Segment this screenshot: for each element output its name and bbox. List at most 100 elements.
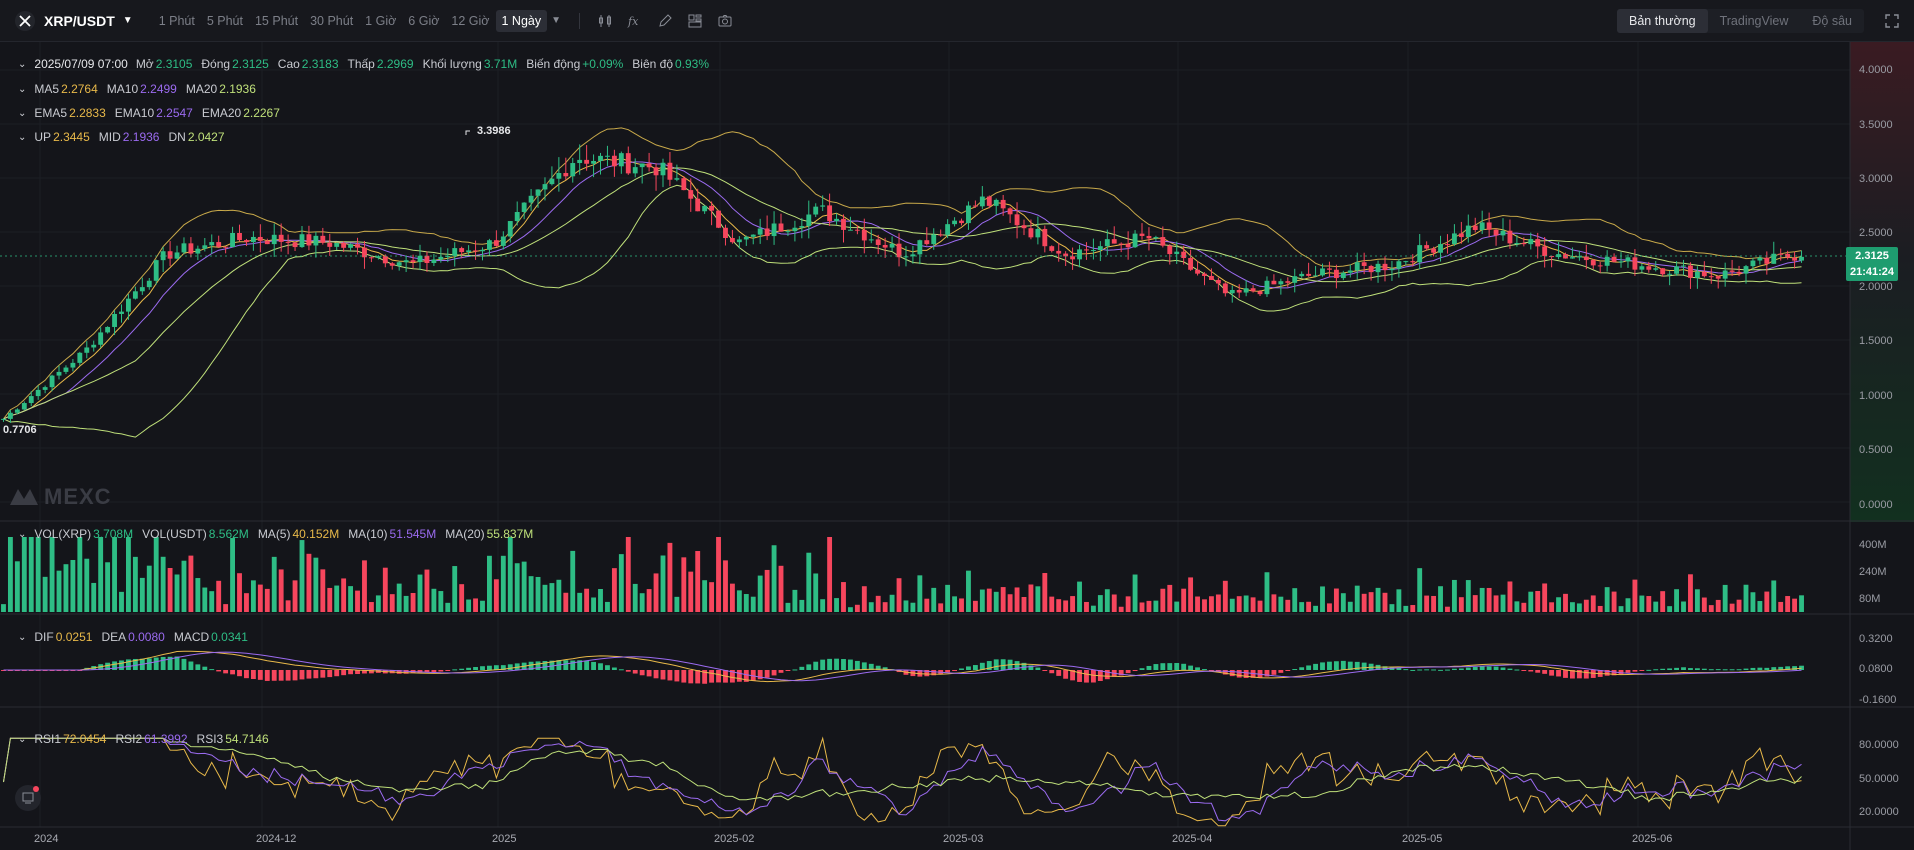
price-tick: 0.0000 — [1859, 499, 1893, 511]
volume-bar — [1486, 587, 1492, 612]
candle-body — [1097, 246, 1103, 251]
interval-5m[interactable]: 5 Phút — [206, 13, 243, 28]
symbol-label[interactable]: XRP/USDT — [44, 12, 115, 29]
candle-body — [1417, 245, 1423, 263]
collapse-macd-icon[interactable]: ⌄ — [18, 631, 27, 643]
candle-body — [1056, 250, 1062, 254]
date-tick: 2025-04 — [1172, 833, 1212, 845]
collapse-ema-icon[interactable]: ⌄ — [18, 107, 27, 119]
macd-bar — [681, 670, 687, 683]
volume-bar — [1361, 593, 1367, 612]
candle-body — [1660, 268, 1666, 275]
volume-bar — [410, 592, 416, 612]
collapse-boll-icon[interactable]: ⌄ — [18, 131, 27, 143]
volume-bar — [1222, 580, 1228, 612]
candle-body — [119, 311, 124, 314]
macd-bar — [1493, 666, 1499, 670]
macd-bar — [1000, 659, 1006, 670]
macd-bar — [264, 670, 270, 681]
macd-bar — [167, 656, 173, 670]
candle-body — [1431, 248, 1437, 253]
volume-bar — [1063, 600, 1069, 612]
collapse-legend-icon[interactable]: ⌄ — [18, 58, 27, 70]
candle-body — [514, 212, 520, 222]
macd-bar — [1674, 667, 1679, 670]
volume-value: 3.71M — [483, 57, 518, 71]
camera-icon[interactable] — [710, 8, 740, 34]
interval-15m[interactable]: 15 Phút — [254, 13, 299, 28]
volume-bar — [736, 590, 742, 612]
view-depth[interactable]: Độ sâu — [1812, 14, 1852, 28]
volume-bar — [396, 583, 402, 612]
fullscreen-icon[interactable] — [1884, 13, 1900, 29]
candle-body — [507, 221, 513, 237]
volume-bar — [1, 604, 6, 612]
interval-more-icon[interactable]: ▼ — [551, 15, 562, 26]
candle-body — [1458, 233, 1464, 238]
volume-bar — [1389, 604, 1395, 612]
volume-bar — [424, 569, 430, 612]
volume-bars — [1, 537, 1804, 612]
symbol-dropdown-icon[interactable]: ▼ — [122, 15, 133, 26]
volume-bar — [549, 583, 555, 612]
alert-fab-button[interactable] — [15, 785, 41, 811]
interval-12h[interactable]: 12 Giờ — [451, 13, 490, 28]
candle-body — [1347, 270, 1353, 273]
rsi3-line — [3, 737, 1802, 802]
candle-body — [1549, 256, 1555, 258]
candle-body — [868, 239, 874, 241]
macd-bar — [806, 664, 812, 670]
interval-1h[interactable]: 1 Giờ — [365, 13, 397, 28]
volume-bar — [1153, 600, 1159, 612]
bollinger-bands — [3, 127, 1802, 438]
macd-bar — [1132, 670, 1138, 671]
collapse-vol-icon[interactable]: ⌄ — [18, 528, 27, 540]
close-label: Đóng — [201, 57, 231, 71]
volume-bar — [250, 580, 256, 612]
rsi3-value: 54.7146 — [225, 732, 269, 746]
macd-bar — [202, 666, 208, 670]
boll-lower-line — [3, 184, 1802, 438]
collapse-rsi-icon[interactable]: ⌄ — [18, 733, 27, 745]
volume-bar — [681, 557, 687, 612]
volume-bar — [1354, 585, 1360, 612]
chart-canvas[interactable]: 4.0000 3.5000 3.0000 2.5000 2.0000 1.500… — [0, 42, 1914, 850]
macd-bar — [1590, 670, 1596, 678]
collapse-ma-icon[interactable]: ⌄ — [18, 83, 27, 95]
macd-bar — [827, 658, 833, 670]
macd-bar — [591, 661, 596, 670]
last-price-tag: 2.3125 21:41:24 — [1846, 247, 1898, 281]
volume-bar — [264, 588, 270, 612]
candle-type-icon[interactable] — [590, 8, 620, 34]
macd-bar — [285, 670, 291, 681]
volume-bar — [1368, 592, 1374, 612]
macd-bar — [1396, 667, 1402, 670]
draw-pencil-icon[interactable] — [650, 8, 680, 34]
macd-bar — [1278, 670, 1284, 673]
macd-bar — [445, 670, 451, 671]
interval-6h[interactable]: 6 Giờ — [408, 13, 440, 28]
macd-bar — [514, 663, 520, 670]
interval-30m[interactable]: 30 Phút — [310, 13, 354, 28]
candle-body — [56, 371, 62, 376]
interval-1m[interactable]: 1 Phút — [158, 13, 195, 28]
volume-bar — [1084, 601, 1089, 612]
macd-bar — [355, 670, 360, 675]
volume-bar — [1327, 603, 1332, 612]
volume-bar — [1014, 587, 1020, 612]
candle-body — [1792, 257, 1798, 261]
volume-bar — [84, 558, 90, 612]
macd-bar — [854, 660, 860, 670]
candle-body — [854, 229, 860, 231]
view-basic[interactable]: Bản thường — [1616, 9, 1708, 33]
candle-body — [625, 153, 631, 174]
macd-tick: 0.3200 — [1859, 633, 1893, 645]
candle-body — [716, 210, 721, 228]
view-tradingview[interactable]: TradingView — [1719, 14, 1789, 28]
indicator-fx-icon[interactable]: fx — [620, 8, 650, 34]
interval-1d[interactable]: 1 Ngày — [495, 9, 548, 32]
volume-bar — [1736, 599, 1742, 612]
candle-body — [264, 240, 270, 245]
layout-grid-icon[interactable] — [680, 8, 710, 34]
macd-bar — [271, 670, 277, 681]
